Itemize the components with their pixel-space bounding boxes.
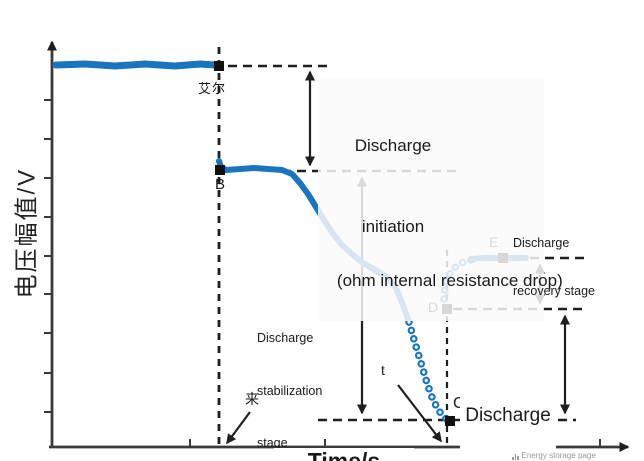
point-c-marker: [445, 416, 455, 426]
annotation-line: Discharge: [257, 331, 314, 345]
annotation-line: initiation: [361, 217, 425, 236]
t-marker-label: t: [381, 362, 385, 378]
point-b-label: B: [215, 176, 226, 193]
point-a-label: 艾尔: [198, 81, 227, 96]
annotation-line: Discharge: [354, 136, 432, 155]
arrow-lai-pointer: [226, 411, 251, 445]
annotation-line: (ohm internal resistance drop): [336, 271, 563, 290]
annotation-line: stage: [257, 436, 288, 450]
watermark-text: Energy storage page: [521, 451, 596, 460]
lai-marker-label: 来: [245, 391, 260, 407]
discharge-recovery-annotation: Discharge recovery stage: [513, 203, 595, 331]
watermark: Energy storage page: [512, 451, 596, 460]
y-axis-label: 电压幅值/V: [13, 167, 41, 299]
discharge-end-annotation: Discharge end stage: [460, 344, 556, 461]
arrow-t-pointer: [397, 384, 442, 443]
annotation-line: Discharge: [513, 236, 570, 250]
point-b-marker: [215, 165, 225, 175]
discharge-tail-core: [407, 320, 450, 422]
initial-plateau: [52, 60, 219, 70]
annotation-line: stabilization: [257, 383, 323, 398]
annotation-line: recovery stage: [513, 284, 595, 298]
point-a-marker: [214, 61, 224, 71]
annotation-line: Discharge: [465, 405, 551, 426]
discharge-initiation-annotation: Discharge initiation (ohm internal resis…: [318, 78, 563, 321]
x-axis-ticks: [189, 439, 601, 447]
discharge-stabilization-annotation: Discharge stabilization stage: [257, 295, 322, 461]
y-axis-ticks: [44, 99, 53, 413]
x-axis-label: Time/s: [274, 448, 414, 461]
point-c-label: C: [453, 395, 465, 412]
watermark-icon: [512, 454, 519, 460]
